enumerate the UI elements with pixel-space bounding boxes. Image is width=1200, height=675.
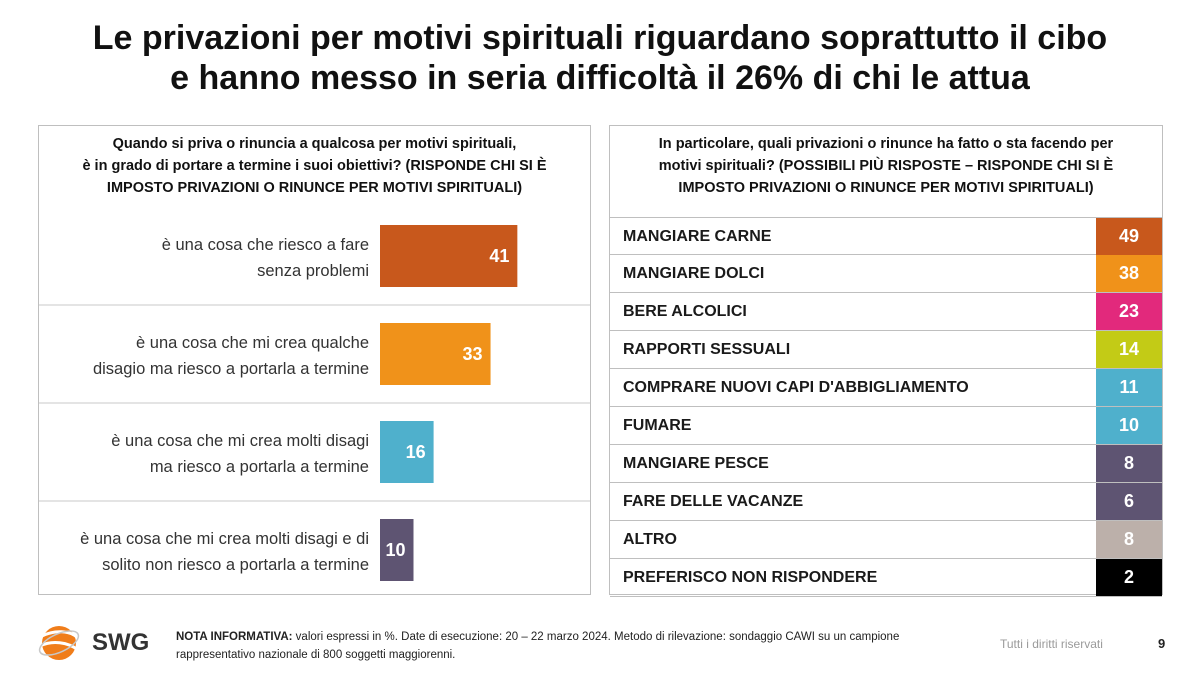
- right-panel: In particolare, quali privazioni o rinun…: [609, 125, 1163, 597]
- table-row: BERE ALCOLICI 23: [610, 293, 1162, 331]
- bar: [380, 519, 414, 581]
- table-row: FUMARE 10: [610, 407, 1162, 445]
- row-value: 23: [1096, 293, 1162, 330]
- bar-value-label: 41: [489, 246, 509, 266]
- category-label: è una cosa che mi crea qualche: [136, 334, 369, 352]
- row-value: 14: [1096, 331, 1162, 368]
- page-title: Le privazioni per motivi spirituali rigu…: [0, 18, 1200, 98]
- row-value: 10: [1096, 407, 1162, 444]
- page-number: 9: [1158, 636, 1166, 651]
- table-row: MANGIARE CARNE 49: [610, 217, 1162, 255]
- bar-value-label: 10: [385, 540, 405, 560]
- note-label: NOTA INFORMATIVA:: [176, 631, 293, 643]
- row-label: FARE DELLE VACANZE: [623, 493, 804, 510]
- table-row: COMPRARE NUOVI CAPI D'ABBIGLIAMENTO 11: [610, 369, 1162, 407]
- bar: [380, 323, 491, 385]
- footnote: NOTA INFORMATIVA: valori espressi in %. …: [176, 628, 966, 664]
- swg-logo-icon: [38, 626, 80, 660]
- right-question-line: motivi spirituali? (POSSIBILI PIÙ RISPOS…: [658, 158, 1114, 174]
- completion-bar-chart: 41 è una cosa che riesco a fare senza prob…: [39, 225, 590, 581]
- table-row: ALTRO 8: [610, 521, 1162, 559]
- privations-table: MANGIARE CARNE 49 MANGIARE DOLCI 38 BERE ALC…: [610, 217, 1162, 597]
- left-question-line: è in grado di portare a termine i suoi o…: [82, 158, 547, 174]
- category-label: è una cosa che mi crea molti disagi: [111, 432, 369, 450]
- row-value: 2: [1096, 559, 1162, 596]
- row-value: 11: [1096, 369, 1162, 406]
- category-label: solito non riesco a portarla a termine: [102, 556, 369, 574]
- row-value: 38: [1096, 255, 1162, 292]
- row-value: 8: [1096, 521, 1162, 558]
- title-line-1: Le privazioni per motivi spirituali rigu…: [92, 19, 1108, 57]
- row-label: FUMARE: [623, 417, 692, 434]
- rights-text: Tutti i diritti riservati: [1000, 637, 1103, 651]
- row-label: MANGIARE PESCE: [623, 455, 769, 472]
- title-line-2: e hanno messo in seria difficoltà il 26%…: [170, 59, 1030, 97]
- category-label: è una cosa che riesco a fare: [162, 236, 369, 254]
- row-label: COMPRARE NUOVI CAPI D'ABBIGLIAMENTO: [623, 379, 969, 396]
- row-value: 8: [1096, 445, 1162, 482]
- row-label: MANGIARE DOLCI: [623, 265, 765, 282]
- bar-value-label: 16: [406, 442, 426, 462]
- category-label: disagio ma riesco a portarla a termine: [93, 360, 369, 378]
- category-label: è una cosa che mi crea molti disagi e di: [80, 530, 369, 548]
- bar-value-label: 33: [463, 344, 483, 364]
- logo-text: SWG: [92, 629, 150, 656]
- row-value: 49: [1096, 218, 1162, 255]
- left-panel: Quando si priva o rinuncia a qualcosa pe…: [38, 125, 591, 595]
- right-question: In particolare, quali privazioni o rinun…: [610, 133, 1162, 199]
- table-row: RAPPORTI SESSUALI 14: [610, 331, 1162, 369]
- table-row: PREFERISCO NON RISPONDERE 2: [610, 559, 1162, 597]
- right-question-line: In particolare, quali privazioni o rinun…: [658, 136, 1114, 152]
- row-label: PREFERISCO NON RISPONDERE: [623, 569, 878, 586]
- row-label: BERE ALCOLICI: [623, 303, 747, 320]
- row-label: ALTRO: [623, 531, 677, 548]
- right-question-line: IMPOSTO PRIVAZIONI O RINUNCE PER MOTIVI …: [678, 180, 1094, 196]
- bar: [380, 225, 518, 287]
- note-text: valori espressi in %. Date di esecuzione…: [176, 631, 900, 661]
- left-question: Quando si priva o rinuncia a qualcosa pe…: [39, 133, 590, 199]
- table-row: FARE DELLE VACANZE 6: [610, 483, 1162, 521]
- category-label: ma riesco a portarla a termine: [150, 458, 369, 476]
- table-row: MANGIARE DOLCI 38: [610, 255, 1162, 293]
- row-value: 6: [1096, 483, 1162, 520]
- row-label: RAPPORTI SESSUALI: [623, 341, 791, 358]
- row-label: MANGIARE CARNE: [623, 228, 772, 245]
- left-question-line: Quando si priva o rinuncia a qualcosa pe…: [112, 136, 517, 152]
- left-question-line: IMPOSTO PRIVAZIONI O RINUNCE PER MOTIVI …: [106, 180, 523, 196]
- bar: [380, 421, 434, 483]
- table-row: MANGIARE PESCE 8: [610, 445, 1162, 483]
- category-label: senza problemi: [257, 262, 369, 280]
